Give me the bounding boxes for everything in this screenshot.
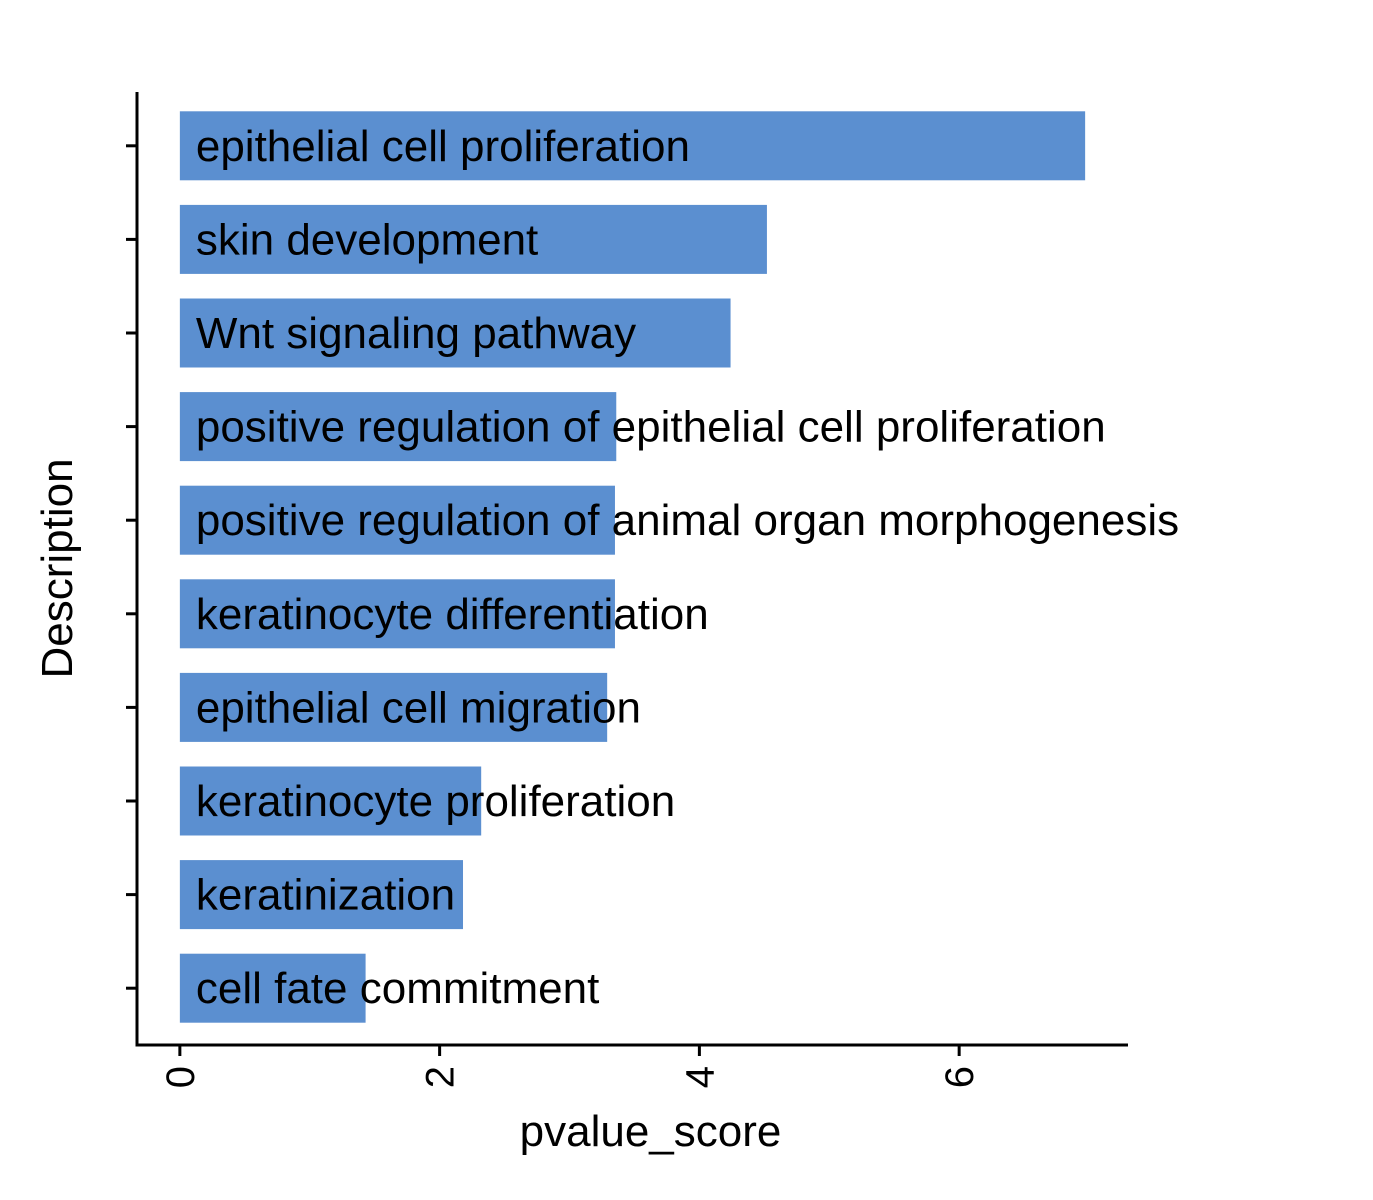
bar-label: epithelial cell proliferation (196, 122, 690, 171)
bar (179, 111, 1086, 181)
y-ticks-group (126, 144, 137, 990)
x-tick-label: 2 (419, 1066, 463, 1088)
bars-group (179, 111, 1086, 1023)
bar-label: epithelial cell migration (196, 683, 641, 732)
bar (179, 860, 464, 930)
x-tick-label: 4 (678, 1066, 722, 1088)
bar-labels-group: epithelial cell proliferation skin develo… (196, 122, 1179, 1013)
x-tick-label: 0 (159, 1066, 203, 1088)
bar (179, 204, 767, 274)
bar-label: positive regulation of epithelial cell p… (196, 403, 1106, 452)
bar (179, 298, 731, 368)
x-axis-title: pvalue_score (520, 1107, 782, 1156)
bar-label: keratinocyte differentiation (196, 590, 709, 639)
bar (179, 579, 615, 649)
bar (179, 672, 608, 742)
bar (179, 392, 617, 462)
bar-label: positive regulation of animal organ morp… (196, 496, 1179, 545)
x-tick-label: 6 (938, 1066, 982, 1088)
bar (179, 485, 615, 555)
bar (179, 953, 366, 1023)
bar-label: Wnt signaling pathway (196, 309, 636, 358)
bar-label: keratinization (196, 871, 455, 920)
bar-label: skin development (196, 215, 538, 264)
bar-label: keratinocyte proliferation (196, 777, 675, 826)
y-axis-title: Description (33, 458, 82, 678)
bar (179, 766, 482, 836)
x-ticks-group: 0 2 4 6 (159, 1045, 982, 1088)
bar-label: cell fate commitment (196, 964, 599, 1013)
